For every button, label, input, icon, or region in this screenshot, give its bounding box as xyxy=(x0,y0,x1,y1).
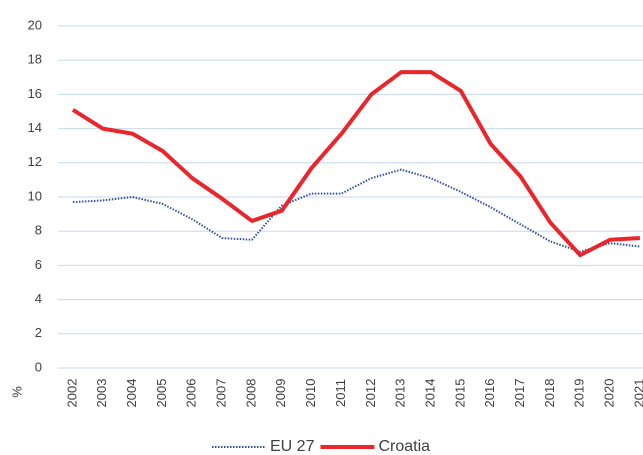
x-tick-label: 2009 xyxy=(273,379,288,408)
x-tick-label: 2013 xyxy=(393,379,408,408)
series-line xyxy=(71,70,640,258)
y-tick-label: 12 xyxy=(28,154,42,169)
y-tick-label: 10 xyxy=(28,188,42,203)
y-tick-label: 6 xyxy=(35,257,42,272)
x-tick-label: 2021 xyxy=(631,379,643,408)
x-tick-label: 2005 xyxy=(154,379,169,408)
x-tick-label: 2003 xyxy=(94,379,109,408)
x-tick-label: 2020 xyxy=(601,379,616,408)
y-tick-label: 18 xyxy=(28,52,42,67)
x-tick-label: 2015 xyxy=(452,379,467,408)
x-tick-label: 2017 xyxy=(512,379,527,408)
x-tick-label: 2002 xyxy=(64,379,79,408)
x-tick-label: 2014 xyxy=(422,379,437,408)
y-tick-label: 4 xyxy=(35,291,42,306)
y-tick-label: 2 xyxy=(35,325,42,340)
x-tick-label: 2018 xyxy=(542,379,557,408)
x-tick-label: 2007 xyxy=(214,379,229,408)
y-tick-label: 0 xyxy=(35,359,42,374)
x-tick-label: 2012 xyxy=(363,379,378,408)
x-tick-label: 2016 xyxy=(482,379,497,408)
y-axis-label: % xyxy=(9,386,24,398)
x-tick-label: 2019 xyxy=(572,379,587,408)
series-line xyxy=(72,168,640,253)
y-tick-label: 8 xyxy=(35,223,42,238)
x-tick-label: 2010 xyxy=(303,379,318,408)
x-tick-label: 2006 xyxy=(184,379,199,408)
y-tick-label: 14 xyxy=(28,120,42,135)
x-tick-label: 2011 xyxy=(333,379,348,407)
legend-label: EU 27 xyxy=(270,438,315,455)
x-tick-label: 2004 xyxy=(124,379,139,408)
y-tick-label: 20 xyxy=(28,17,42,32)
x-tick-label: 2008 xyxy=(243,379,258,408)
y-tick-label: 16 xyxy=(28,86,42,101)
legend-label: Croatia xyxy=(378,438,430,455)
